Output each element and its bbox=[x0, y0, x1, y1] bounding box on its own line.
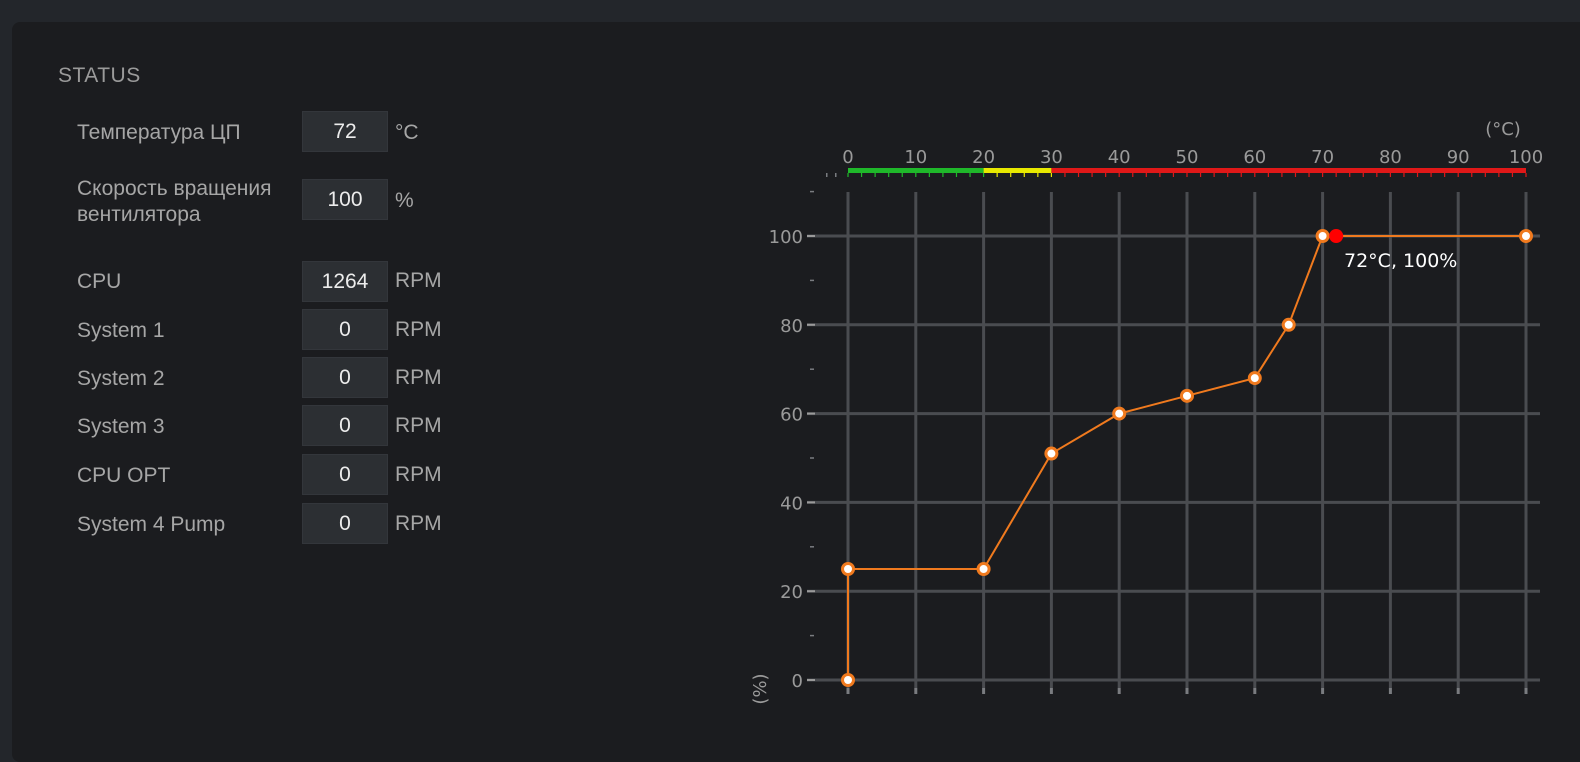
curve-point[interactable] bbox=[1281, 317, 1296, 332]
fan-value-system1: 0 bbox=[302, 309, 388, 350]
curve-point[interactable] bbox=[1519, 229, 1533, 243]
chart-grid bbox=[807, 192, 1540, 688]
curve-point[interactable] bbox=[841, 562, 855, 576]
x-tick-label: 0 bbox=[842, 147, 853, 168]
temperature-band bbox=[983, 168, 1052, 173]
chart-tick-labels: 0 20 40 60 80 100 0 10 20 30 40 50 60 70 80 90 100 bbox=[769, 147, 1544, 692]
fan-label-system1: System 1 bbox=[77, 319, 165, 342]
x-tick-label: 20 bbox=[972, 147, 995, 168]
fan-value-system3: 0 bbox=[302, 405, 388, 446]
curve-point[interactable] bbox=[1315, 229, 1330, 243]
fan-label-system4-pump: System 4 Pump bbox=[77, 513, 226, 536]
fan-label-cpu-opt: CPU OPT bbox=[77, 464, 171, 487]
y-axis-title: (%) bbox=[750, 673, 771, 704]
x-tick-mark bbox=[1321, 688, 1325, 694]
x-tick-mark bbox=[1253, 688, 1257, 694]
temperature-band bbox=[1051, 168, 1526, 173]
cpu-temp-value: 72 bbox=[302, 111, 388, 152]
curve-point[interactable] bbox=[1044, 446, 1059, 461]
fan-speed-label-line2: вентилятора bbox=[77, 203, 201, 226]
fan-unit-system4-pump: RPM bbox=[395, 512, 442, 535]
chart-ticks bbox=[807, 190, 1528, 694]
fan-unit-system3: RPM bbox=[395, 414, 442, 437]
fan-value-system4-pump: 0 bbox=[302, 503, 388, 544]
cpu-temp-label: Температура ЦП bbox=[77, 121, 241, 144]
fan-value-system2: 0 bbox=[302, 357, 388, 398]
x-tick-label: 30 bbox=[1040, 147, 1063, 168]
x-tick-mark bbox=[1456, 688, 1460, 694]
x-tick-label: 80 bbox=[1379, 147, 1402, 168]
y-tick-label: 60 bbox=[780, 405, 803, 426]
x-axis-title: (°C) bbox=[1485, 119, 1521, 140]
x-tick-label: 10 bbox=[904, 147, 927, 168]
current-operating-point bbox=[1329, 229, 1344, 243]
curve-point[interactable] bbox=[976, 562, 991, 576]
x-tick-mark bbox=[1049, 688, 1053, 694]
fan-speed-unit: % bbox=[395, 189, 414, 212]
x-tick-mark bbox=[1388, 688, 1392, 694]
status-panel bbox=[12, 22, 1580, 762]
x-tick-label: 40 bbox=[1108, 147, 1131, 168]
temperature-color-bar bbox=[826, 168, 1527, 177]
x-tick-mark bbox=[1117, 688, 1121, 694]
x-tick-mark bbox=[914, 688, 918, 694]
x-tick-label: 60 bbox=[1243, 147, 1266, 168]
x-tick-label: 90 bbox=[1447, 147, 1470, 168]
fan-unit-cpu: RPM bbox=[395, 269, 442, 292]
x-tick-mark bbox=[982, 688, 986, 694]
bar-leader-dot bbox=[835, 173, 837, 177]
curve-point[interactable] bbox=[1112, 406, 1127, 421]
current-point-label: 72°C, 100% bbox=[1344, 250, 1457, 272]
status-title: STATUS bbox=[58, 64, 141, 87]
fan-speed-value: 100 bbox=[302, 179, 388, 220]
fan-speed-label-line1: Скорость вращения bbox=[77, 177, 272, 200]
fan-value-cpu-opt: 0 bbox=[302, 454, 388, 495]
x-tick-label: 100 bbox=[1509, 147, 1543, 168]
bar-leader-dot bbox=[826, 173, 828, 177]
x-tick-mark bbox=[1524, 688, 1528, 694]
fan-unit-cpu-opt: RPM bbox=[395, 463, 442, 486]
y-tick-label: 80 bbox=[780, 316, 803, 337]
temperature-band bbox=[848, 168, 984, 173]
y-tick-label: 0 bbox=[792, 671, 803, 692]
y-tick-label: 20 bbox=[780, 582, 803, 603]
fan-label-system2: System 2 bbox=[77, 367, 165, 390]
y-tick-label: 40 bbox=[780, 493, 803, 514]
fan-label-system3: System 3 bbox=[77, 415, 165, 438]
fan-curve-line bbox=[847, 235, 1526, 680]
curve-point[interactable] bbox=[1180, 388, 1194, 403]
curve-point[interactable] bbox=[1247, 371, 1262, 386]
fan-curve[interactable] bbox=[841, 229, 1533, 687]
cpu-temp-unit: °C bbox=[395, 121, 419, 144]
curve-point[interactable] bbox=[841, 673, 855, 687]
x-tick-mark bbox=[846, 688, 850, 694]
fan-value-cpu: 1264 bbox=[302, 261, 388, 302]
x-tick-mark bbox=[1185, 688, 1189, 694]
fan-label-cpu: CPU bbox=[77, 270, 122, 293]
fan-unit-system1: RPM bbox=[395, 318, 442, 341]
x-tick-label: 70 bbox=[1311, 147, 1334, 168]
fan-unit-system2: RPM bbox=[395, 366, 442, 389]
y-tick-label: 100 bbox=[769, 227, 803, 248]
x-tick-label: 50 bbox=[1176, 147, 1199, 168]
